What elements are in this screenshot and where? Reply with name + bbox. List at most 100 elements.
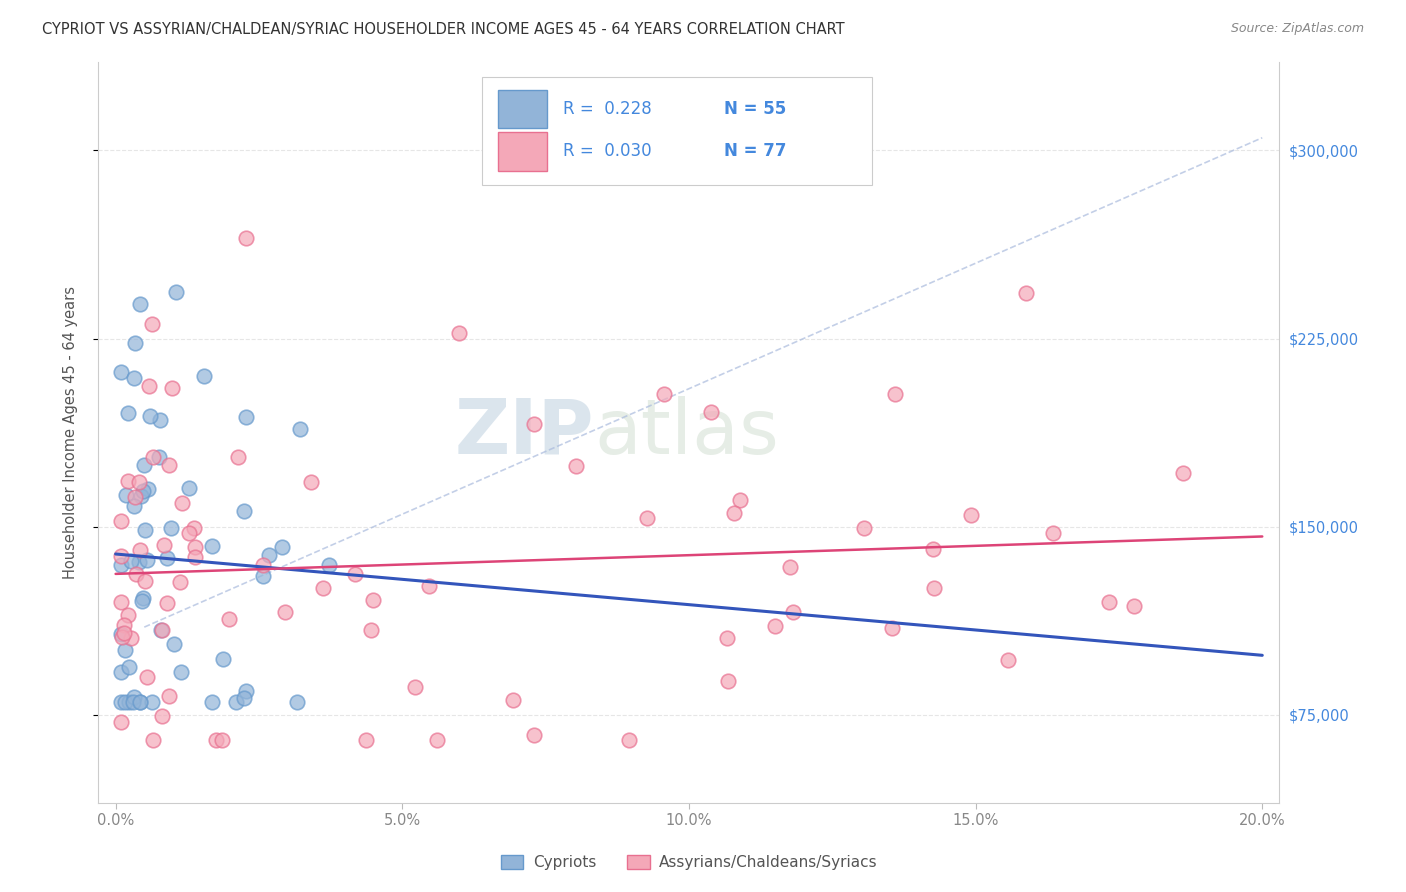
Point	[354, 733, 377, 747]
Point	[112, 625, 135, 640]
Point	[138, 409, 160, 423]
Point	[763, 619, 786, 633]
Point	[142, 450, 165, 464]
Point	[117, 474, 139, 488]
Point	[122, 499, 145, 513]
Point	[883, 386, 905, 401]
Point	[922, 581, 945, 595]
Point	[233, 504, 256, 518]
Point	[318, 558, 340, 572]
Point	[361, 592, 384, 607]
Y-axis label: Householder Income Ages 45 - 64 years: Householder Income Ages 45 - 64 years	[63, 286, 77, 579]
Point	[252, 558, 274, 573]
Point	[156, 550, 179, 565]
Point	[165, 285, 187, 299]
Text: Source: ZipAtlas.com: Source: ZipAtlas.com	[1230, 22, 1364, 36]
Point	[257, 548, 280, 562]
Point	[110, 595, 132, 609]
Point	[360, 624, 382, 638]
Point	[150, 623, 173, 637]
FancyBboxPatch shape	[482, 78, 872, 185]
Point	[201, 695, 224, 709]
Point	[201, 540, 224, 554]
Point	[117, 607, 139, 622]
Point	[225, 695, 247, 709]
Point	[120, 554, 142, 568]
Point	[959, 508, 981, 522]
Point	[782, 605, 804, 619]
Point	[183, 521, 205, 535]
Point	[523, 417, 546, 432]
Point	[502, 693, 524, 707]
Point	[728, 492, 751, 507]
Text: CYPRIOT VS ASSYRIAN/CHALDEAN/SYRIAC HOUSEHOLDER INCOME AGES 45 - 64 YEARS CORREL: CYPRIOT VS ASSYRIAN/CHALDEAN/SYRIAC HOUS…	[42, 22, 845, 37]
Point	[652, 386, 675, 401]
Point	[124, 371, 146, 385]
Point	[131, 594, 153, 608]
Point	[128, 555, 150, 569]
Point	[110, 558, 132, 573]
Point	[426, 733, 449, 747]
Point	[110, 665, 132, 679]
Point	[211, 733, 233, 747]
Point	[636, 511, 658, 525]
Point	[523, 728, 546, 742]
Point	[1015, 285, 1038, 300]
Point	[138, 379, 160, 393]
Point	[235, 231, 257, 245]
Point	[235, 409, 257, 424]
Point	[120, 631, 142, 645]
Point	[157, 458, 180, 472]
Point	[129, 542, 152, 557]
Point	[124, 490, 146, 504]
Point	[135, 553, 157, 567]
Point	[110, 695, 132, 709]
Point	[110, 365, 132, 379]
Legend: Cypriots, Assyrians/Chaldeans/Syriacs: Cypriots, Assyrians/Chaldeans/Syriacs	[495, 849, 883, 877]
Point	[128, 297, 150, 311]
Point	[193, 368, 215, 383]
Point	[134, 574, 156, 589]
Point	[218, 612, 240, 626]
Point	[122, 695, 145, 709]
Point	[110, 714, 132, 729]
Point	[418, 579, 440, 593]
Point	[149, 413, 172, 427]
Point	[160, 521, 183, 535]
Point	[404, 680, 426, 694]
Point	[1097, 595, 1119, 609]
Text: atlas: atlas	[595, 396, 779, 469]
Point	[1042, 526, 1064, 541]
Point	[112, 618, 135, 632]
FancyBboxPatch shape	[498, 90, 547, 128]
Point	[114, 642, 136, 657]
Point	[723, 506, 745, 520]
Point	[312, 581, 335, 595]
Point	[150, 623, 173, 637]
Point	[111, 630, 134, 644]
Point	[110, 627, 132, 641]
Point	[235, 684, 257, 698]
Point	[271, 540, 294, 554]
Point	[170, 496, 193, 510]
Point	[299, 475, 322, 489]
Point	[1171, 467, 1194, 481]
Point	[852, 521, 875, 535]
Point	[717, 674, 740, 689]
Point	[129, 489, 152, 503]
Point	[132, 458, 155, 472]
Point	[157, 689, 180, 703]
Point	[160, 381, 183, 395]
Text: ZIP: ZIP	[456, 396, 595, 469]
Point	[131, 484, 153, 499]
Point	[344, 567, 367, 582]
Point	[128, 695, 150, 709]
Point	[136, 670, 159, 684]
FancyBboxPatch shape	[498, 132, 547, 170]
Point	[184, 550, 207, 565]
Point	[122, 690, 145, 705]
Point	[128, 475, 150, 489]
Point	[141, 317, 163, 331]
Point	[205, 732, 228, 747]
Point	[152, 538, 174, 552]
